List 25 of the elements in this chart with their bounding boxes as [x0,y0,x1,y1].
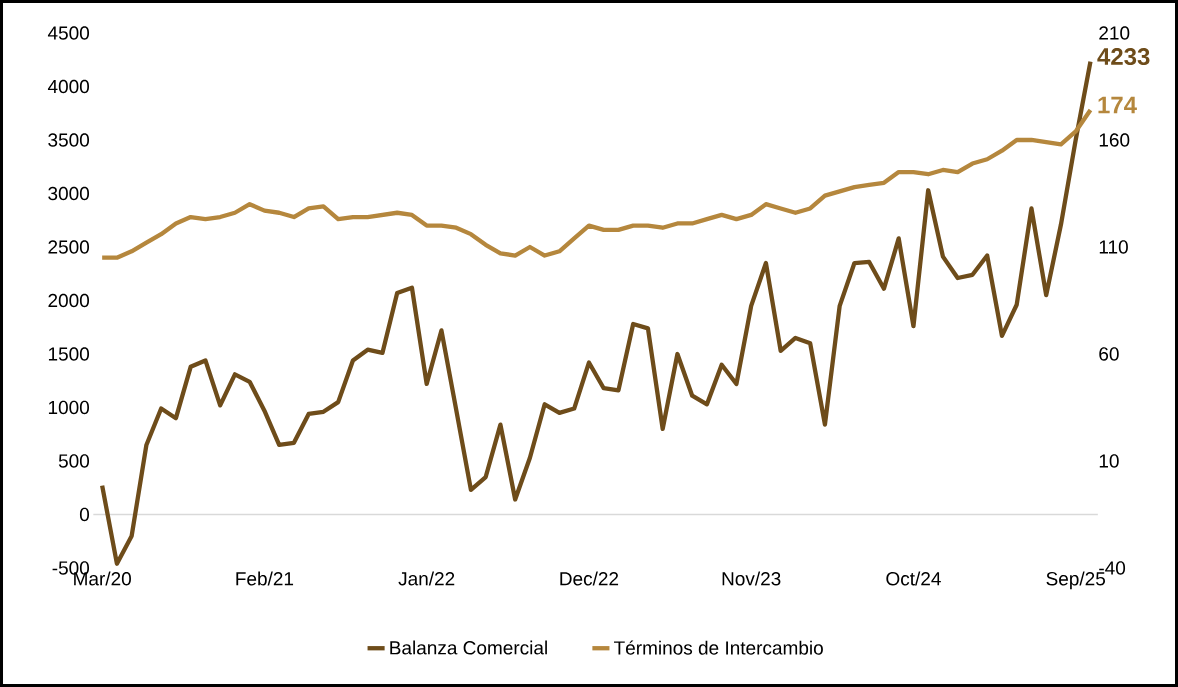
y-tick-label: 4500 [47,26,90,40]
y-tick-label: 2500 [48,240,90,254]
y2-tick-label: 60 [1099,347,1119,361]
x-tick-label: Oct/24 [886,571,941,586]
y-tick-label: 0 [79,507,90,522]
y-tick-label: 3500 [48,133,90,147]
data-label: 174 [1098,96,1137,114]
legend-label: Balanza Comercial [390,640,547,655]
x-tick-label: Nov/23 [722,571,781,586]
legend-label: Términos de Intercambio [614,640,823,655]
y2-tick-label: 210 [1099,26,1130,40]
x-tick-label: Dec/22 [560,571,619,586]
x-tick-label: Feb/21 [236,571,294,586]
data-label: 4233 [1097,48,1150,66]
y-tick-label: 500 [58,454,90,468]
x-tick-label: Jan/22 [398,571,455,586]
y-tick-label: 1500 [48,347,90,361]
line-series [100,59,1093,566]
y-tick-label: 4000 [47,79,90,94]
y-tick-label: 2000 [48,293,90,308]
y-tick-label: 3000 [48,186,90,201]
y-tick-label: 1000 [48,400,90,415]
y2-tick-label: 110 [1099,240,1128,254]
y2-tick-label: 10 [1099,454,1119,468]
y2-tick-label: 160 [1099,133,1130,147]
